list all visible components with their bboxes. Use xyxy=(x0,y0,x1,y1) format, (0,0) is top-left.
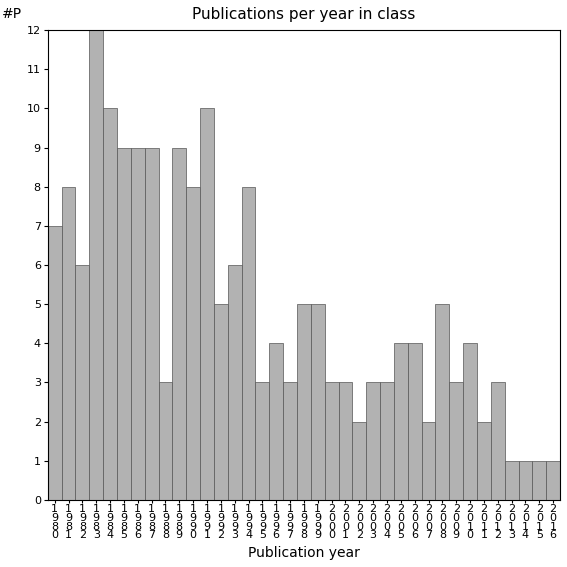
Bar xyxy=(505,461,518,500)
Bar xyxy=(90,30,103,500)
Bar xyxy=(491,383,505,500)
Bar xyxy=(48,226,62,500)
Bar xyxy=(338,383,352,500)
Bar xyxy=(186,187,200,500)
Bar xyxy=(422,422,435,500)
Y-axis label: #P: #P xyxy=(2,7,22,20)
Bar xyxy=(532,461,546,500)
Bar xyxy=(380,383,394,500)
Bar xyxy=(546,461,560,500)
Bar xyxy=(256,383,269,500)
Bar xyxy=(242,187,256,500)
Bar xyxy=(75,265,90,500)
Bar xyxy=(200,108,214,500)
Bar xyxy=(103,108,117,500)
Bar xyxy=(159,383,172,500)
Title: Publications per year in class: Publications per year in class xyxy=(192,7,416,22)
Bar xyxy=(62,187,75,500)
Bar xyxy=(117,147,131,500)
Bar xyxy=(408,343,422,500)
Bar xyxy=(311,304,325,500)
Bar xyxy=(366,383,380,500)
Bar xyxy=(297,304,311,500)
Bar xyxy=(269,343,283,500)
Bar xyxy=(352,422,366,500)
Bar xyxy=(145,147,159,500)
Bar xyxy=(518,461,532,500)
Bar xyxy=(228,265,242,500)
Bar xyxy=(477,422,491,500)
X-axis label: Publication year: Publication year xyxy=(248,546,360,560)
Bar xyxy=(172,147,186,500)
Bar xyxy=(435,304,449,500)
Bar xyxy=(463,343,477,500)
Bar xyxy=(325,383,338,500)
Bar xyxy=(131,147,145,500)
Bar xyxy=(283,383,297,500)
Bar xyxy=(394,343,408,500)
Bar xyxy=(449,383,463,500)
Bar xyxy=(214,304,228,500)
